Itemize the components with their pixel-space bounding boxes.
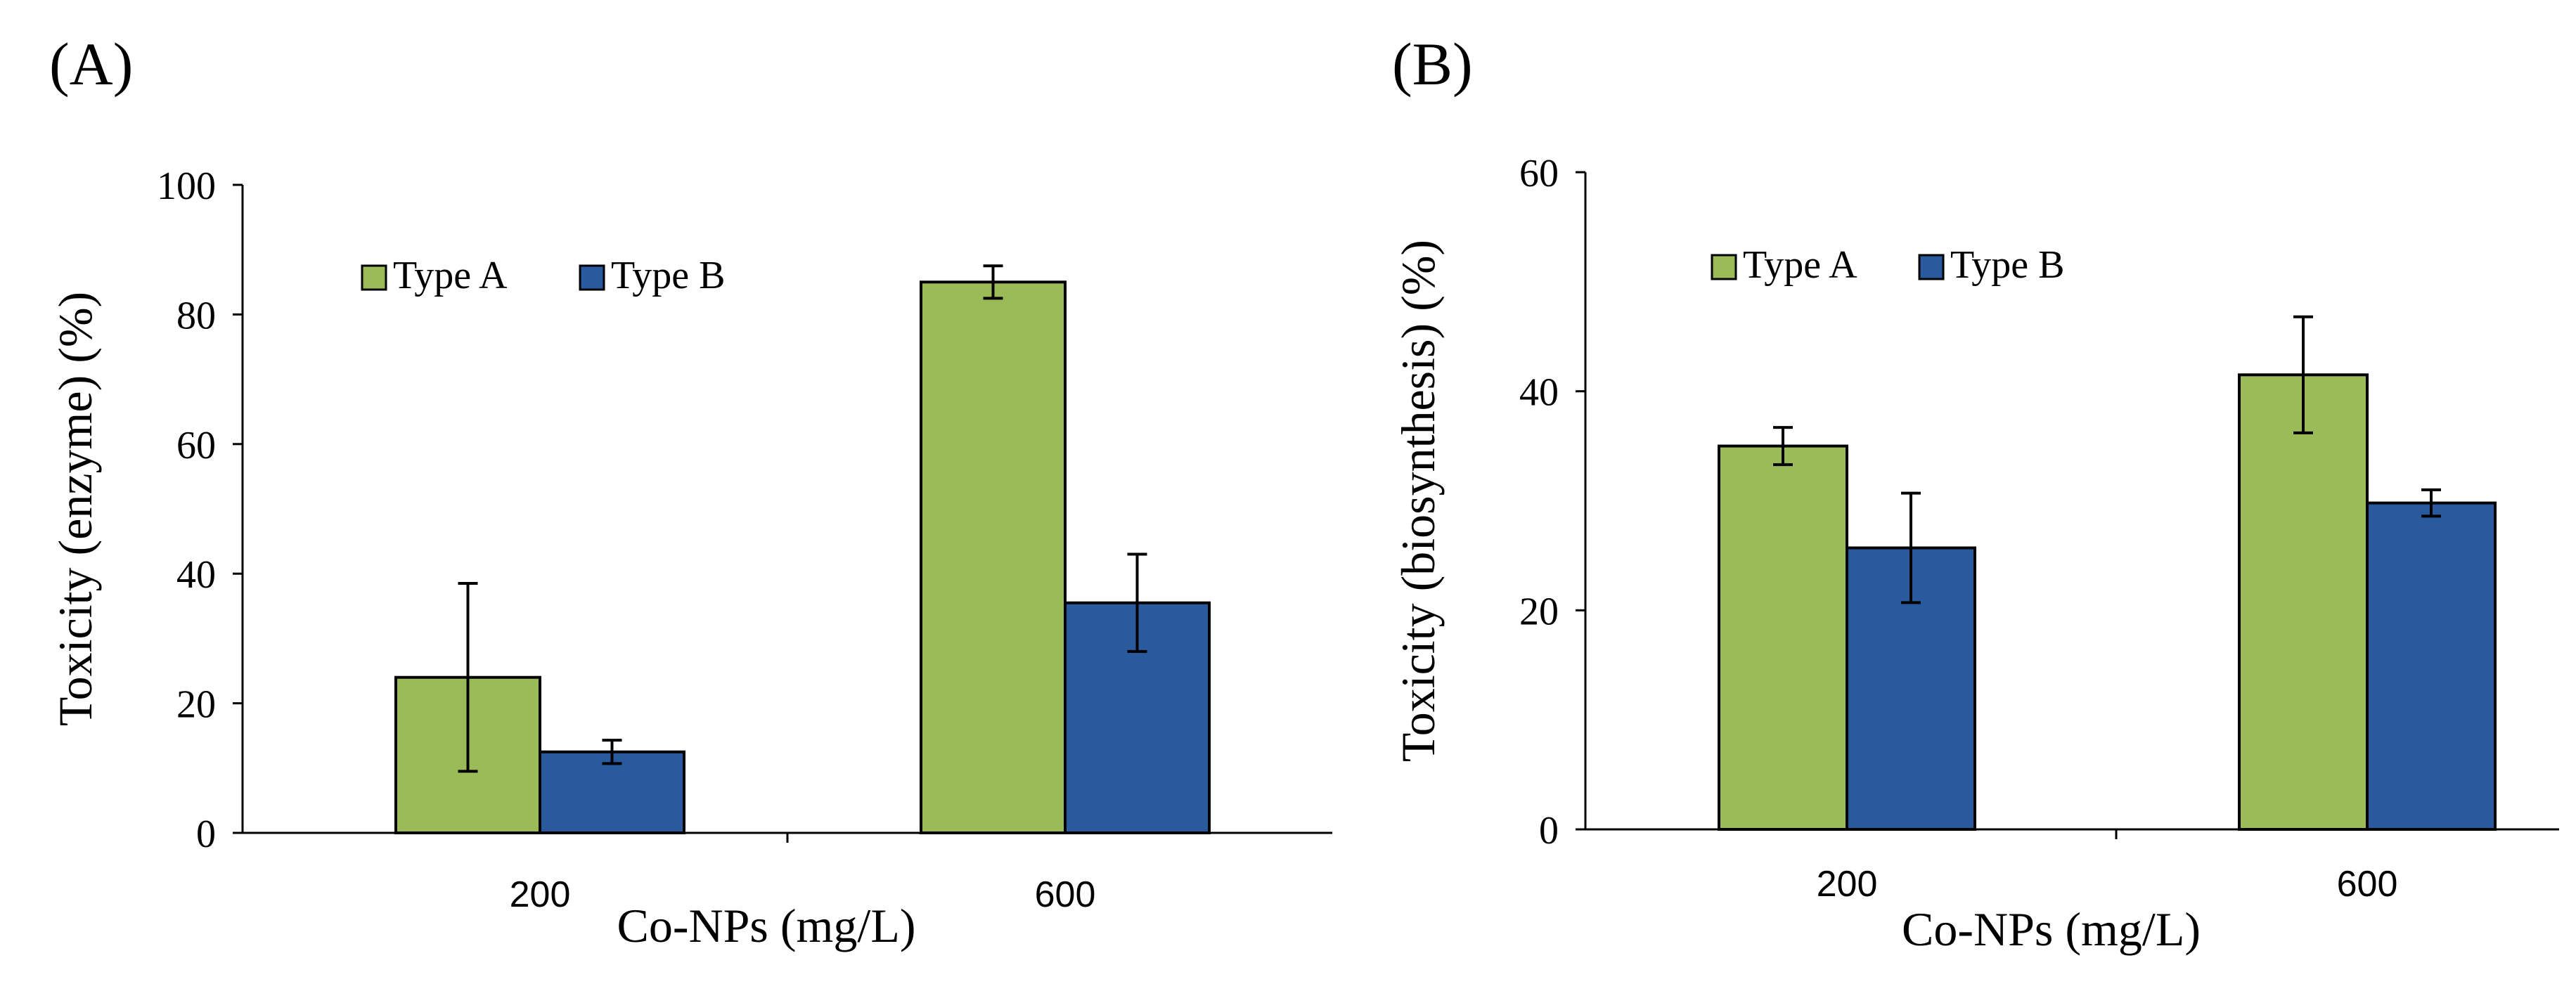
y-axis-label-b: Toxicity (biosynthesis) (%) [1391, 240, 1445, 762]
legend-swatch [1918, 254, 1945, 280]
bar-type-a [1718, 444, 1848, 831]
y-tick-label: 0 [1539, 809, 1559, 853]
y-tick-label: 80 [176, 294, 216, 337]
x-tick-label: 200 [1817, 864, 1878, 905]
y-tick-label: 20 [1519, 590, 1559, 633]
y-tick-label: 20 [176, 683, 216, 727]
panel-label-a: (A) [49, 30, 133, 98]
legend-label: Type A [1743, 243, 1857, 287]
chart-panel-b: (B) 0 20 40 60 200 600 Type A Type B Toxicity (… [1391, 30, 2559, 956]
y-tick-label: 40 [1519, 371, 1559, 415]
legend-swatch [579, 264, 605, 291]
chart-panel-a: (A) 0 20 40 60 80 100 200 600 Type A Type B Toxic… [49, 30, 1332, 952]
y-tick-label: 60 [1519, 152, 1559, 195]
y-tick-label: 100 [157, 164, 216, 208]
x-tick-label: 600 [1035, 874, 1096, 915]
x-axis-label-a: Co-NPs (mg/L) [617, 899, 916, 952]
legend-label: Type B [611, 254, 726, 297]
chart-b-marks: 0 20 40 60 200 600 Type A Type B [1519, 152, 2559, 905]
x-axis-label-b: Co-NPs (mg/L) [1902, 902, 2201, 956]
panel-label-b: (B) [1392, 30, 1473, 98]
y-tick-label: 60 [176, 424, 216, 467]
chart-a-marks: 0 20 40 60 80 100 200 600 Type A Type B [157, 164, 1332, 915]
legend-label: Type B [1950, 243, 2065, 287]
y-tick-label: 40 [176, 553, 216, 597]
bar-type-a [2238, 373, 2369, 831]
legend-swatch [1711, 254, 1737, 280]
x-tick-label: 200 [510, 874, 571, 915]
legend-label: Type A [393, 254, 508, 297]
y-tick-label: 0 [196, 813, 216, 856]
bar-type-b [2366, 501, 2497, 831]
legend-swatch [361, 264, 387, 291]
x-tick-label: 600 [2337, 864, 2398, 905]
bar-type-a [920, 280, 1067, 834]
y-axis-label-a: Toxicity (enzyme) (%) [49, 292, 102, 726]
